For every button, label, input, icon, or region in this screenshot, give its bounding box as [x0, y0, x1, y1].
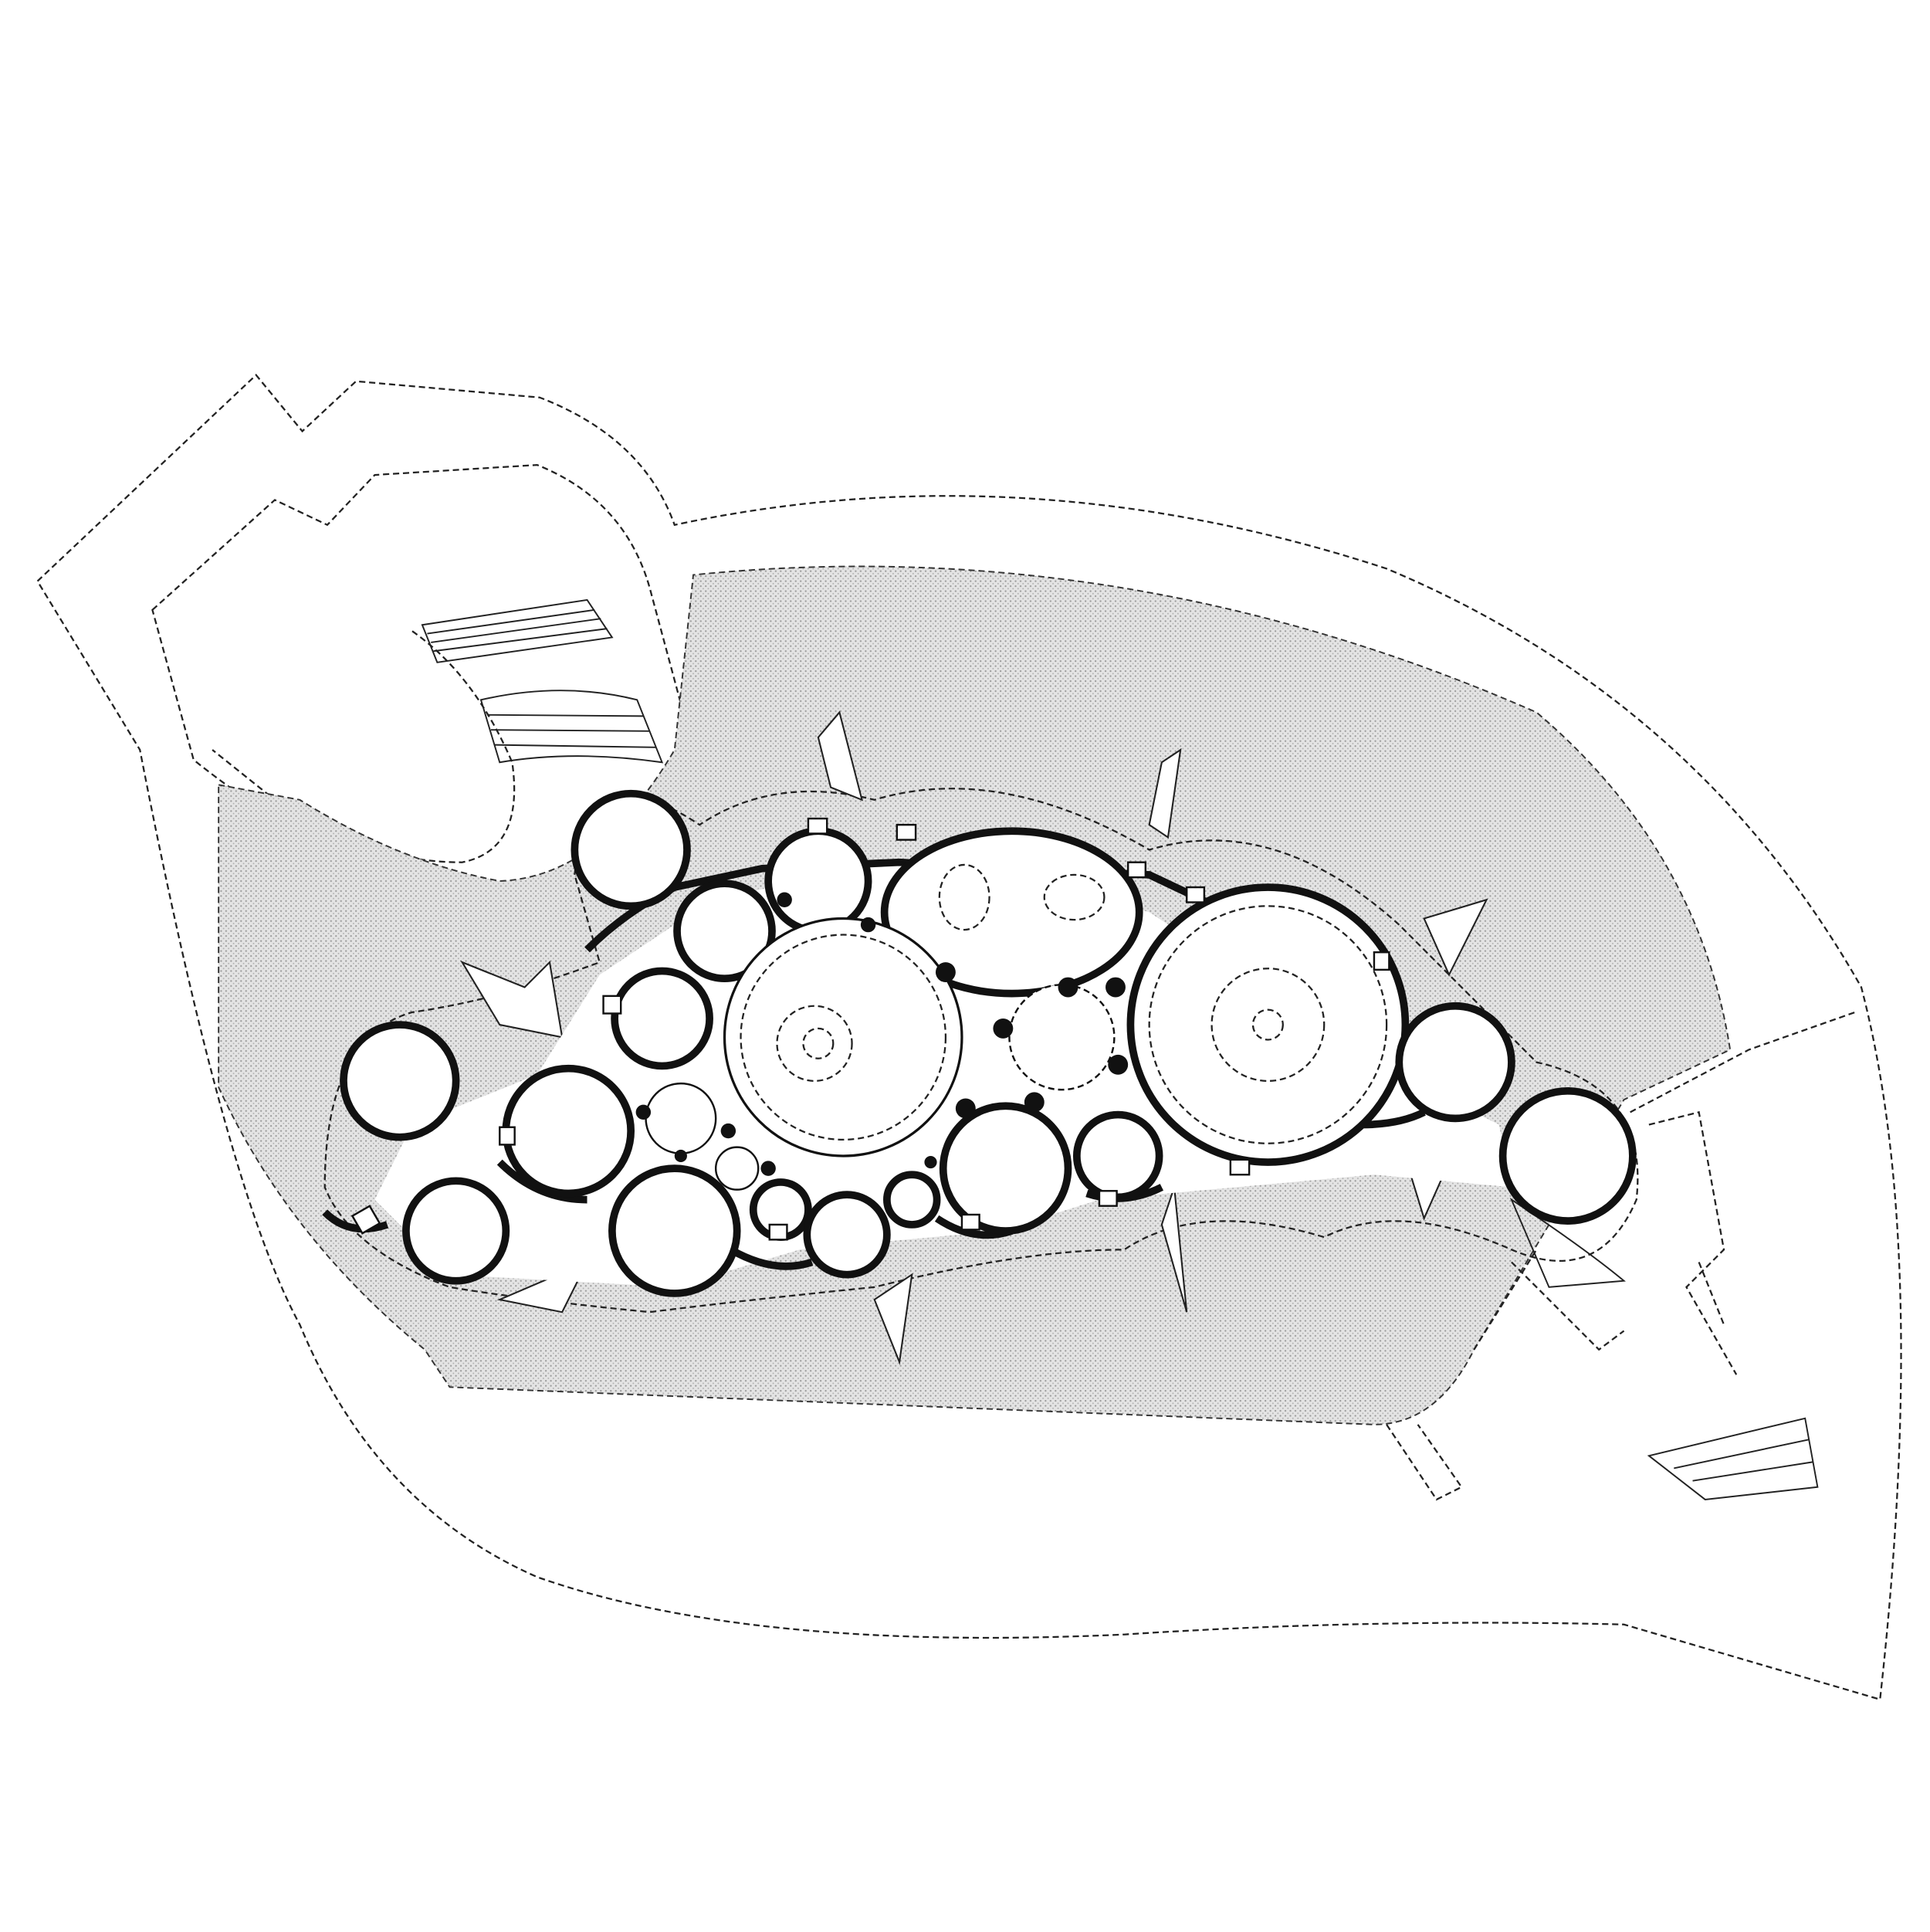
stairs [421, 598, 1819, 1500]
room-details [740, 863, 1388, 1144]
openings [350, 817, 1390, 1241]
south-entrance [1386, 1249, 1538, 1501]
rooms [340, 789, 1637, 1297]
access-road [151, 463, 695, 895]
columns [635, 892, 1129, 1176]
site-boundary [36, 373, 1902, 1701]
building-perimeter [323, 788, 1639, 1313]
east-entrance [1511, 1011, 1856, 1375]
